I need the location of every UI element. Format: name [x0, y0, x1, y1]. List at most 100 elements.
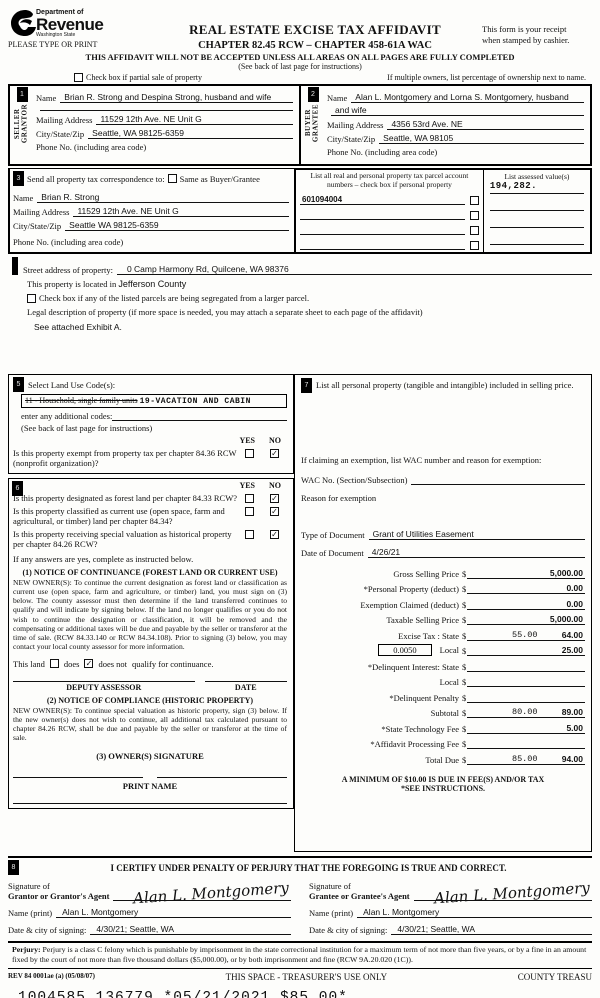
- form-revision-number: REV 84 0001ae (a) (05/08/07): [8, 971, 95, 980]
- fee-label: Total Due: [425, 754, 459, 765]
- assessed-values-section: List assessed value(s) 194,282.: [484, 170, 590, 252]
- buyer-name-value: Alan L. Montgomery and Lorna S. Montgome…: [351, 92, 584, 103]
- corr-name-label: Name: [13, 193, 34, 203]
- correspondence-section: 3 Send all property tax correspondence t…: [8, 168, 296, 255]
- dollar-sign: $: [462, 739, 467, 750]
- certify-section: 8 I CERTIFY UNDER PENALTY OF PERJURY THA…: [8, 856, 592, 936]
- parcel-personal-checkbox: [469, 196, 479, 206]
- notice-compliance-title: (2) NOTICE OF COMPLIANCE (HISTORIC PROPE…: [46, 695, 254, 705]
- left-column: 5 Select Land Use Code(s): 11 - Househol…: [8, 374, 294, 809]
- additional-codes-value: [112, 411, 287, 422]
- please-type-note: PLEASE TYPE OR PRINT: [8, 40, 98, 49]
- exempt-yes-checkbox: [245, 449, 254, 459]
- fee-value: 5,000.00: [549, 567, 583, 578]
- parcel-number-value: [300, 249, 465, 251]
- parcel-row: 601094004: [300, 195, 479, 206]
- historic-yes-checkbox: [245, 530, 254, 540]
- seller-address-value: 11529 12th Ave. NE Unit G: [96, 114, 293, 125]
- buyer-phone-label: Phone No. (including area code): [327, 147, 438, 157]
- fee-row-taxable: Taxable Selling Price $ 5,000.00: [301, 611, 585, 626]
- question-historic: Is this property receiving special valua…: [13, 529, 287, 549]
- buyer-csz-value: Seattle, WA 98105: [379, 133, 584, 144]
- buyer-name2-value: and wife: [331, 105, 584, 116]
- corr-name-value: Brian R. Strong: [37, 192, 289, 203]
- fee-mid-value: 55.00: [511, 629, 538, 640]
- question-current-use-text: Is this property classified as current u…: [13, 505, 225, 526]
- corr-address-value: 11529 12th Ave. NE Unit G: [73, 206, 289, 217]
- perjury-label: Perjury:: [12, 945, 41, 955]
- parcel-number-value: [300, 234, 465, 236]
- seller-name2-value: [40, 110, 293, 111]
- fee-value: 0.00: [566, 583, 583, 594]
- dollar-sign: $: [462, 584, 467, 595]
- footer-row: REV 84 0001ae (a) (05/08/07) THIS SPACE …: [8, 972, 592, 982]
- continuance-section: YES NO 6 Is this property designated as …: [8, 477, 294, 809]
- land-use-code-box: 11 - Household, single family units 19-V…: [21, 394, 287, 409]
- question-forest-text: Is this property designated as forest la…: [13, 492, 238, 503]
- grantee-date-value: 4/30/21; Seattle, WA: [391, 924, 592, 936]
- dollar-sign: $: [462, 630, 467, 641]
- seller-csz-value: Seattle, WA 98125-6359: [88, 128, 293, 139]
- grantee-signature-line: Alan L. Montgomery: [413, 879, 592, 908]
- grantor-print-label: Name (print): [8, 908, 53, 919]
- historic-no-checkmark: ✓: [271, 530, 278, 540]
- receipt-note-line2: when stamped by cashier.: [482, 34, 570, 45]
- blank-space: [8, 332, 592, 374]
- revenue-logo: Department of Revenue Washington State P…: [8, 8, 148, 50]
- fee-value: 64.00: [561, 629, 583, 640]
- land-use-code-value: 19-VACATION AND CABIN: [139, 397, 251, 407]
- parcel-header-line1: List all real and personal property tax …: [310, 171, 469, 180]
- fee-value: 5,000.00: [549, 614, 583, 625]
- fee-label: *Affidavit Processing Fee: [370, 739, 459, 750]
- multiple-owners-note: If multiple owners, list percentage of o…: [387, 73, 586, 82]
- dollar-sign: $: [462, 615, 467, 626]
- dollar-sign: $: [462, 599, 467, 610]
- located-in-label: This property is located in: [27, 279, 117, 290]
- parcel-personal-checkbox: [469, 211, 479, 221]
- buyer-side-label: BUYER GRANTEE: [304, 104, 320, 142]
- grantee-print-label: Name (print): [309, 908, 354, 919]
- local-rate-box: 0.0050: [378, 644, 432, 657]
- assessed-value: [489, 232, 584, 245]
- parcel-number-value: [300, 219, 465, 221]
- does-not-label: does not: [98, 658, 128, 669]
- grantor-signature-block: Signature of Grantor or Grantor's Agent …: [8, 879, 291, 936]
- deputy-assessor-line: DEPUTY ASSESSOR: [13, 680, 195, 692]
- street-address-value: 0 Camp Harmony Rd, Quilcene, WA 98376: [116, 264, 592, 276]
- parcel-row: [300, 226, 479, 236]
- land-use-code-struck: 11 - Household, single family units: [25, 396, 138, 406]
- header: Department of Revenue Washington State P…: [8, 8, 592, 52]
- grantor-sig-label: Signature of Grantor or Grantor's Agent: [8, 881, 109, 901]
- parcel-numbers-header: List all real and personal property tax …: [300, 171, 479, 189]
- logo-dept-text: Department of: [36, 8, 84, 16]
- see-back-note: (See back of last page for instructions): [238, 62, 362, 71]
- seller-block: 1 SELLER GRANTOR Name Brian R. Strong and…: [10, 86, 299, 164]
- document-date-label: Date of Document: [301, 548, 364, 559]
- fee-row-excise-state: Excise Tax : State $ 55.00 64.00: [301, 626, 585, 641]
- seller-side-label: SELLER GRANTOR: [13, 104, 29, 143]
- qualify-label: qualify for continuance.: [132, 658, 214, 669]
- same-as-buyer-checkbox: [167, 174, 177, 183]
- fee-label: Gross Selling Price: [393, 568, 459, 579]
- exemption-note: If claiming an exemption, list WAC numbe…: [301, 455, 542, 466]
- partial-sale-checkbox: [74, 73, 83, 82]
- segregated-checkbox: [27, 293, 36, 303]
- grantee-signature-block: Signature of Grantee or Grantee's Agent …: [309, 879, 592, 936]
- assessed-value: [489, 215, 584, 228]
- fee-value: 94.00: [561, 753, 583, 764]
- fee-row-tech-fee: *State Technology Fee $ 5.00: [301, 719, 585, 734]
- fee-row-gross: Gross Selling Price $ 5,000.00: [301, 564, 585, 579]
- logo-revenue-text: Revenue: [36, 14, 104, 34]
- section-3-marker: 3: [13, 171, 24, 186]
- owner-signature-line: [157, 776, 287, 778]
- grantee-sig-label: Signature of Grantee or Grantee's Agent: [309, 881, 410, 901]
- seller-address-label: Mailing Address: [36, 115, 93, 125]
- forest-yes-checkbox: [245, 493, 254, 503]
- fees-table: Gross Selling Price $ 5,000.00 *Personal …: [301, 564, 585, 765]
- dollar-sign: $: [462, 754, 467, 765]
- fee-row-exemption: Exemption Claimed (deduct) $ 0.00: [301, 595, 585, 610]
- if-yes-note: If any answers are yes, complete as inst…: [13, 553, 194, 564]
- certify-statement: I CERTIFY UNDER PENALTY OF PERJURY THAT …: [110, 862, 507, 873]
- does-not-checkmark: ✓: [85, 659, 93, 669]
- continuance-qualify-row: This land does ✓ does not qualify for co…: [13, 659, 287, 669]
